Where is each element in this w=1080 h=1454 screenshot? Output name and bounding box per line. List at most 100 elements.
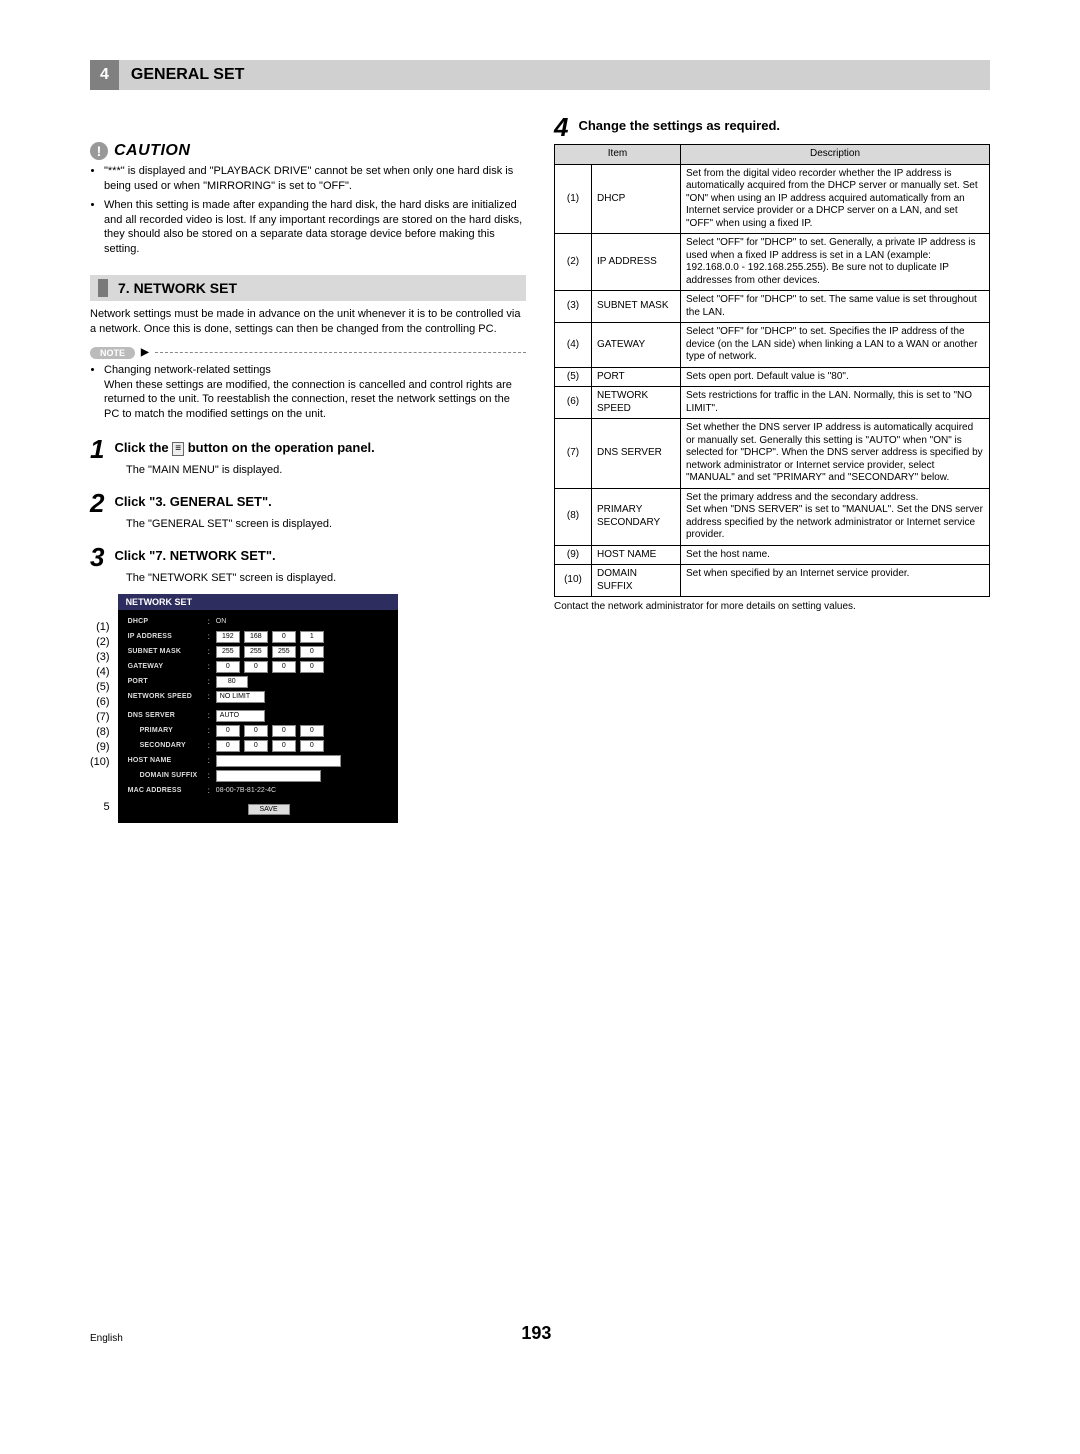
marker: (1) xyxy=(90,622,110,637)
field-label: GATEWAY xyxy=(128,663,208,670)
menu-icon: ≡ xyxy=(172,442,184,456)
ip-octet[interactable]: 0 xyxy=(300,646,324,658)
table-header: Item xyxy=(555,145,681,165)
note-arrow-icon: ▶ xyxy=(141,347,149,358)
step-1: 1 Click the ≡ button on the operation pa… xyxy=(90,436,526,462)
table-row-num: (1) xyxy=(555,164,592,234)
ip-octet[interactable]: 168 xyxy=(244,631,268,643)
caution-heading: ! CAUTION xyxy=(90,142,526,160)
table-row-num: (7) xyxy=(555,419,592,489)
ip-octet[interactable]: 0 xyxy=(244,725,268,737)
table-row-desc: Set the host name. xyxy=(681,545,990,565)
ip-octet[interactable]: 0 xyxy=(300,725,324,737)
settings-table: Item Description (1)DHCPSet from the dig… xyxy=(554,144,990,597)
table-row-desc: Set the primary address and the secondar… xyxy=(681,488,990,545)
field-label: DHCP xyxy=(128,618,208,625)
ip-octet[interactable]: 1 xyxy=(300,631,324,643)
ip-octet[interactable]: 0 xyxy=(216,740,240,752)
step-title-a: Click the xyxy=(114,440,172,455)
step-title: Click the ≡ button on the operation pane… xyxy=(114,440,374,457)
step-number: 1 xyxy=(90,436,104,462)
field-label: MAC ADDRESS xyxy=(128,787,208,794)
ip-octet[interactable]: 0 xyxy=(272,631,296,643)
ip-octet[interactable]: 0 xyxy=(216,725,240,737)
section-intro: Network settings must be made in advance… xyxy=(90,307,526,337)
ip-octet[interactable]: 0 xyxy=(272,661,296,673)
marker: (2) xyxy=(90,637,110,652)
field-label: HOST NAME xyxy=(128,757,208,764)
save-button[interactable]: SAVE xyxy=(248,804,290,815)
note-label: NOTE xyxy=(90,347,135,359)
marker: (7) xyxy=(90,712,110,727)
table-row-item: GATEWAY xyxy=(592,323,681,368)
footer-lang: English xyxy=(90,1333,123,1344)
network-set-screenshot: (1) (2) (3) (4) (5) (6) (7) (8) (9) (10)… xyxy=(90,594,526,823)
field-label: DNS SERVER xyxy=(128,712,208,719)
table-row-num: (8) xyxy=(555,488,592,545)
note-item: Changing network-related settings When t… xyxy=(104,363,526,422)
marker: (4) xyxy=(90,667,110,682)
marker: (6) xyxy=(90,697,110,712)
step-sub: The "NETWORK SET" screen is displayed. xyxy=(126,572,526,584)
step-number: 4 xyxy=(554,114,568,140)
ip-octet[interactable]: 0 xyxy=(272,725,296,737)
step-4: 4 Change the settings as required. xyxy=(554,114,990,140)
panel-title: NETWORK SET xyxy=(118,594,398,610)
table-row-num: (9) xyxy=(555,545,592,565)
chapter-number: 4 xyxy=(90,60,119,90)
note-list: Changing network-related settings When t… xyxy=(90,363,526,422)
table-row-desc: Set from the digital video recorder whet… xyxy=(681,164,990,234)
table-row-num: (3) xyxy=(555,291,592,323)
table-row-desc: Select "OFF" for "DHCP" to set. Generall… xyxy=(681,234,990,291)
speed-select[interactable]: NO LIMIT xyxy=(216,691,265,703)
table-row-item: DOMAIN SUFFIX xyxy=(592,565,681,597)
field-label: PRIMARY xyxy=(140,727,208,734)
table-footnote: Contact the network administrator for mo… xyxy=(554,601,990,614)
ip-octet[interactable]: 0 xyxy=(244,661,268,673)
step-3: 3 Click "7. NETWORK SET". xyxy=(90,544,526,570)
marker: 5 xyxy=(90,802,110,817)
ip-octet[interactable]: 192 xyxy=(216,631,240,643)
ip-octet[interactable]: 0 xyxy=(244,740,268,752)
left-column: ! CAUTION "***" is displayed and "PLAYBA… xyxy=(90,114,526,823)
port-field[interactable]: 80 xyxy=(216,676,248,688)
step-number: 3 xyxy=(90,544,104,570)
table-row-desc: Sets open port. Default value is "80". xyxy=(681,367,990,387)
host-field[interactable] xyxy=(216,755,341,767)
table-row-item: IP ADDRESS xyxy=(592,234,681,291)
table-header: Description xyxy=(681,145,990,165)
caution-item: When this setting is made after expandin… xyxy=(104,198,526,257)
step-title-b: button on the operation panel. xyxy=(188,440,375,455)
field-label: DOMAIN SUFFIX xyxy=(140,772,208,779)
chapter-title: GENERAL SET xyxy=(119,60,990,90)
chapter-header: 4 GENERAL SET xyxy=(90,60,990,90)
dns-select[interactable]: AUTO xyxy=(216,710,265,722)
note-heading: NOTE ▶ xyxy=(90,347,526,359)
field-label: SECONDARY xyxy=(140,742,208,749)
step-sub: The "GENERAL SET" screen is displayed. xyxy=(126,518,526,530)
ip-octet[interactable]: 255 xyxy=(244,646,268,658)
table-row-num: (6) xyxy=(555,387,592,419)
ip-octet[interactable]: 0 xyxy=(216,661,240,673)
marker: (9) xyxy=(90,742,110,757)
section-title: 7. NETWORK SET xyxy=(118,280,237,296)
ip-octet[interactable]: 255 xyxy=(272,646,296,658)
ip-octet[interactable]: 0 xyxy=(300,740,324,752)
ip-octet[interactable]: 0 xyxy=(272,740,296,752)
table-row-num: (10) xyxy=(555,565,592,597)
table-row-item: DNS SERVER xyxy=(592,419,681,489)
ip-octet[interactable]: 0 xyxy=(300,661,324,673)
suffix-field[interactable] xyxy=(216,770,321,782)
screenshot-markers: (1) (2) (3) (4) (5) (6) (7) (8) (9) (10)… xyxy=(90,594,110,823)
section-heading: 7. NETWORK SET xyxy=(90,275,526,301)
marker: (10) xyxy=(90,757,110,772)
table-row-desc: Set whether the DNS server IP address is… xyxy=(681,419,990,489)
page-footer: English 193 xyxy=(90,1323,990,1344)
table-row-desc: Sets restrictions for traffic in the LAN… xyxy=(681,387,990,419)
table-row-item: HOST NAME xyxy=(592,545,681,565)
step-sub: The "MAIN MENU" is displayed. xyxy=(126,464,526,476)
table-row-item: NETWORK SPEED xyxy=(592,387,681,419)
caution-label: CAUTION xyxy=(114,142,190,160)
table-row-desc: Set when specified by an Internet servic… xyxy=(681,565,990,597)
ip-octet[interactable]: 255 xyxy=(216,646,240,658)
